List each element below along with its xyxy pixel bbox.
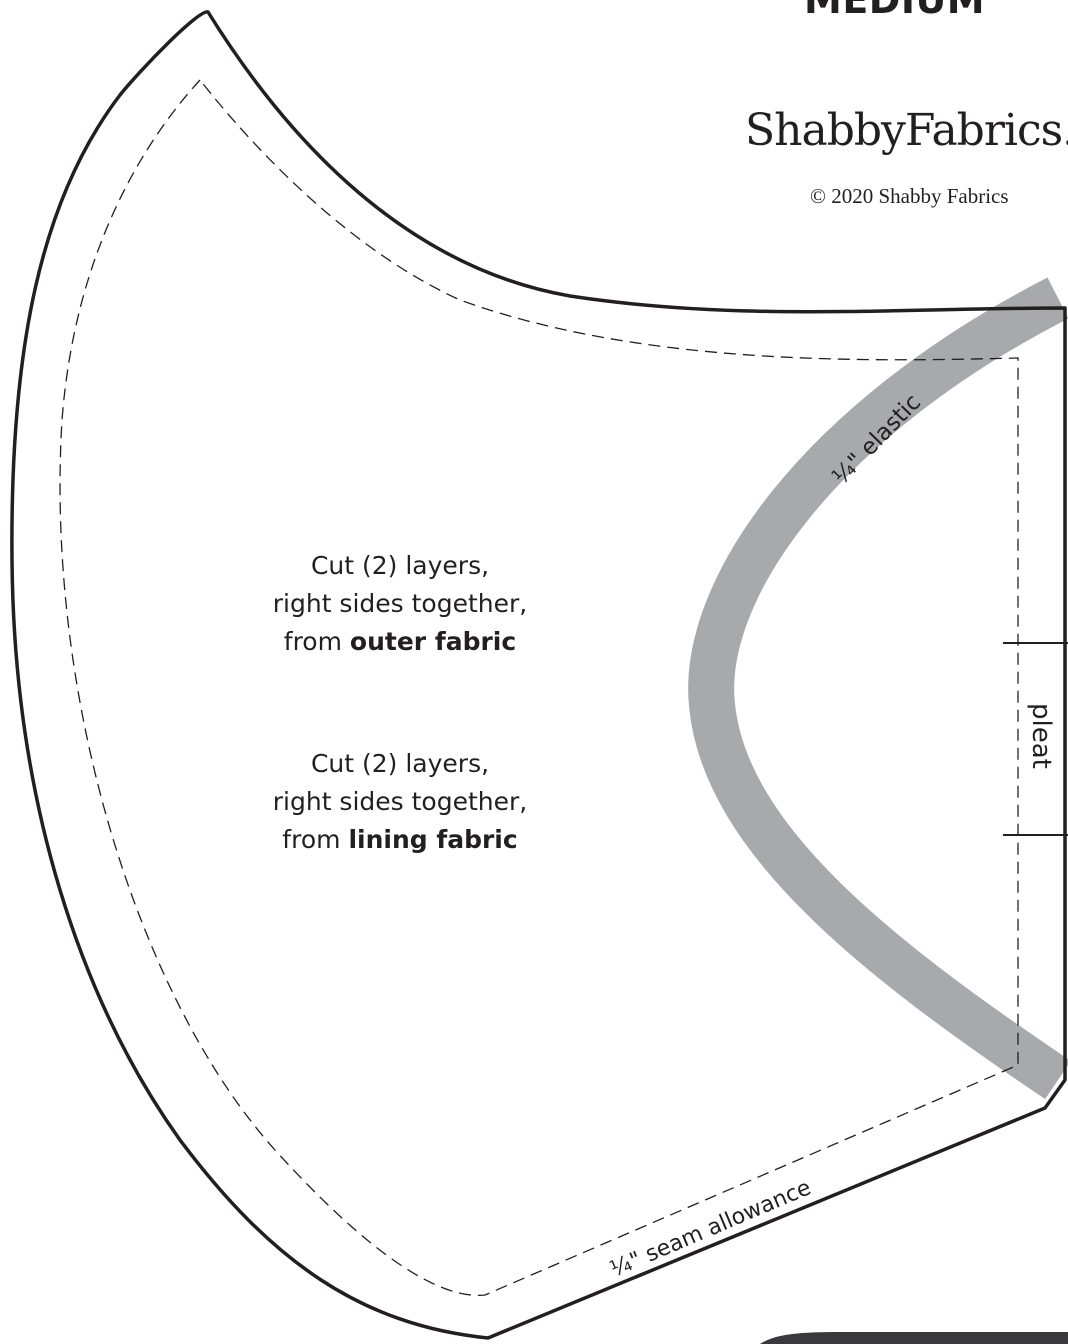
copyright-notice: © 2020 Shabby Fabrics <box>810 184 1009 208</box>
instruction-prefix: from <box>282 825 349 854</box>
fabric-type: lining fabric <box>348 825 518 854</box>
pleat-label: pleat <box>1026 703 1056 769</box>
corner-dark-shape <box>760 1332 1068 1344</box>
fabric-type: outer fabric <box>349 627 517 656</box>
instruction-line: right sides together, <box>272 589 528 618</box>
instruction-line: Cut (2) layers, <box>310 551 490 580</box>
instruction-line: right sides together, <box>272 787 528 816</box>
cut-instruction-outer: Cut (2) layers, right sides together, fr… <box>230 547 570 661</box>
instruction-line: from outer fabric <box>230 623 570 661</box>
instruction-prefix: from <box>283 627 350 656</box>
shabby-fabrics-logo: ShabbyFabrics.c <box>745 105 1068 156</box>
seam-allowance-line <box>59 78 1019 1297</box>
instruction-line: from lining fabric <box>230 821 570 859</box>
elastic-band <box>688 277 1068 1100</box>
size-label: MEDIUM <box>804 0 986 22</box>
pattern-outline <box>10 10 1067 1340</box>
instruction-line: Cut (2) layers, <box>310 749 490 778</box>
cut-instruction-lining: Cut (2) layers, right sides together, fr… <box>230 745 570 859</box>
